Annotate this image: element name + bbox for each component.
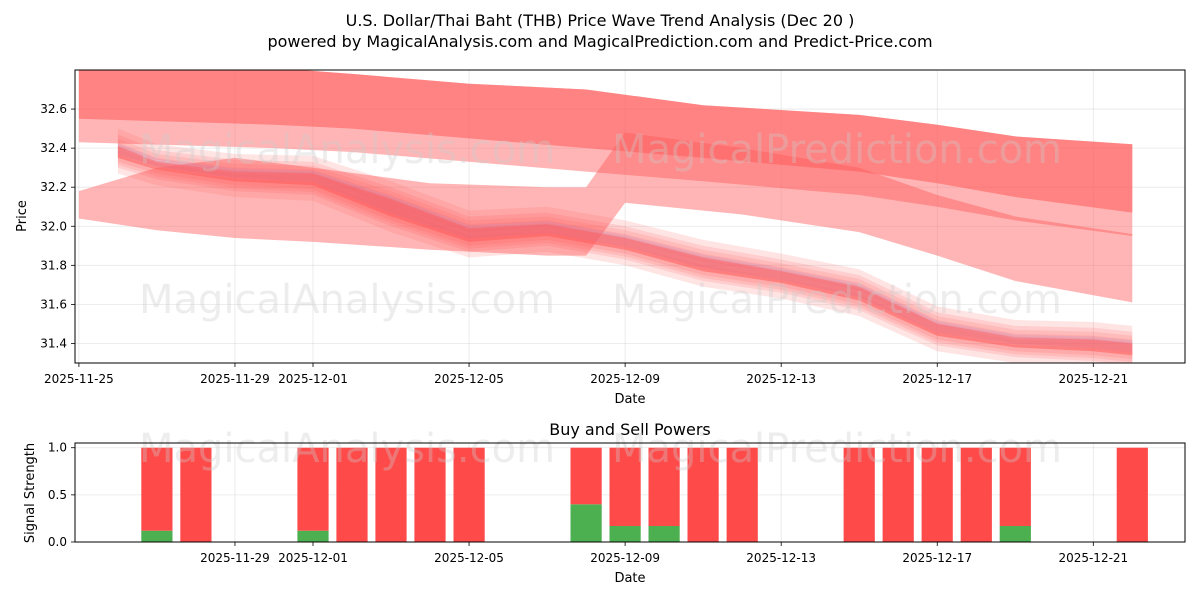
signal-watermarks: MagicalAnalysis.com MagicalPrediction.co… (139, 426, 1062, 472)
price-y-ticks: 31.4 31.6 31.8 32.0 32.2 32.4 32.6 (40, 102, 75, 350)
chart-title: U.S. Dollar/Thai Baht (THB) Price Wave T… (346, 11, 855, 30)
sell-power-bar (726, 447, 758, 542)
price-x-tick-label: 2025-12-17 (902, 372, 972, 386)
watermark-bottom-left: MagicalAnalysis.com (139, 426, 555, 472)
watermark-mid-left: MagicalAnalysis.com (139, 277, 555, 323)
price-plot-frame (74, 69, 1186, 364)
signal-bars (141, 447, 1148, 542)
signal-plot: MagicalAnalysis.com MagicalPrediction.co… (23, 426, 1186, 586)
price-x-ticks: 2025-11-25 2025-11-29 2025-12-01 2025-12-05… (44, 363, 1128, 386)
sell-power-bar (570, 447, 602, 505)
signal-x-tick-label: 2025-12-21 (1058, 551, 1128, 565)
price-x-tick-label: 2025-12-01 (278, 372, 348, 386)
price-y-tick-label: 32.4 (40, 141, 67, 155)
lower-wave-band-halo (117, 145, 1133, 362)
sell-power-bar (414, 447, 446, 542)
signal-x-ticks: 2025-11-29 2025-12-01 2025-12-05 2025-12-09… (200, 542, 1128, 565)
signal-x-tick-label: 2025-12-01 (278, 551, 348, 565)
signal-x-tick-label: 2025-12-17 (902, 551, 972, 565)
sell-power-bar (453, 447, 485, 542)
price-y-tick-label: 32.6 (40, 102, 67, 116)
price-y-tick-label: 31.4 (40, 336, 67, 350)
signal-x-tick-label: 2025-11-29 (200, 551, 270, 565)
price-watermarks: MagicalAnalysis.com MagicalPrediction.co… (139, 127, 1062, 323)
watermark-bottom-right: MagicalPrediction.com (612, 426, 1062, 472)
price-bands (78, 70, 1133, 363)
signal-y-axis-label: Signal Strength (23, 443, 38, 543)
price-x-tick-label: 2025-12-21 (1058, 372, 1128, 386)
price-x-tick-label: 2025-11-29 (200, 372, 270, 386)
watermark-top-left: MagicalAnalysis.com (139, 127, 555, 173)
signal-x-tick-label: 2025-12-09 (590, 551, 660, 565)
buy-power-bar (141, 530, 173, 542)
sell-power-bar (687, 447, 719, 542)
sell-power-bar (843, 447, 875, 542)
sell-power-bar (609, 447, 641, 526)
buy-power-bar (570, 504, 602, 542)
signal-y-tick-label: 0.0 (48, 535, 67, 549)
signal-y-tick-label: 0.5 (48, 488, 67, 502)
sell-power-bar (648, 447, 680, 526)
buy-power-bar (999, 526, 1031, 542)
sell-power-bar (960, 447, 992, 542)
sell-power-bar (1116, 447, 1148, 542)
lower-wave-band-halo (117, 128, 1133, 346)
price-x-tick-label: 2025-11-25 (44, 372, 114, 386)
lower-wave-band-halo (117, 138, 1133, 356)
price-plot: MagicalAnalysis.com MagicalPrediction.co… (15, 69, 1186, 407)
lower-wave-band-blue (117, 143, 1133, 353)
lower-wave-band-halo (117, 148, 1133, 363)
sell-power-bar (921, 447, 953, 542)
chart-subtitle: powered by MagicalAnalysis.com and Magic… (267, 32, 932, 51)
watermark-top-right: MagicalPrediction.com (612, 127, 1062, 173)
sell-power-bar (180, 447, 212, 542)
upper-wave-band (78, 70, 1133, 213)
price-x-tick-label: 2025-12-13 (746, 372, 816, 386)
lower-wave-band-core (117, 146, 1133, 356)
price-y-tick-label: 32.0 (40, 219, 67, 233)
buy-power-bar (609, 526, 641, 542)
price-grid (75, 70, 1185, 363)
sell-power-bar (882, 447, 914, 542)
signal-plot-frame (74, 442, 1186, 543)
sell-power-bar (336, 447, 368, 542)
bottom-chart-title: Buy and Sell Powers (549, 420, 711, 439)
signal-x-tick-label: 2025-12-13 (746, 551, 816, 565)
price-x-tick-label: 2025-12-09 (590, 372, 660, 386)
price-y-axis-label: Price (15, 200, 30, 232)
signal-y-tick-label: 1.0 (48, 441, 67, 455)
buy-power-bar (297, 530, 329, 542)
buy-power-bar (648, 526, 680, 542)
signal-x-axis-label: Date (614, 571, 645, 586)
lower-wave-band-halo (117, 134, 1133, 352)
price-band-layer (78, 70, 1133, 363)
mid-wave-band (78, 132, 1133, 303)
signal-x-tick-label: 2025-12-05 (434, 551, 504, 565)
sell-power-bar (141, 447, 173, 531)
watermark-mid-right: MagicalPrediction.com (612, 277, 1062, 323)
price-x-tick-label: 2025-12-05 (434, 372, 504, 386)
sell-power-bar (999, 447, 1031, 526)
lower-wave-band-halo (117, 142, 1133, 360)
signal-y-ticks: 0.0 0.5 1.0 (48, 441, 75, 549)
sell-power-bar (375, 447, 407, 542)
sell-power-bar (297, 447, 329, 531)
price-y-tick-label: 32.2 (40, 180, 67, 194)
price-x-axis-label: Date (614, 392, 645, 407)
lower-wave-band-halo (117, 154, 1133, 363)
price-y-tick-label: 31.6 (40, 297, 67, 311)
price-y-tick-label: 31.8 (40, 258, 67, 272)
